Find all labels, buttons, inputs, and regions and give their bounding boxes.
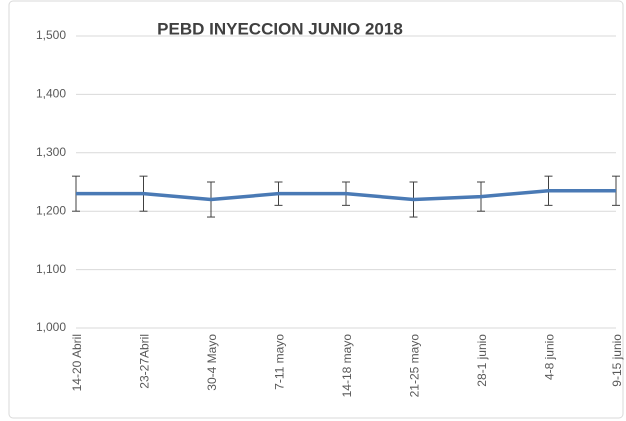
x-tick-label: 30-4 Mayo: [205, 334, 219, 391]
x-tick-label: 28-1 junio: [475, 334, 489, 387]
x-tick-label: 7-11 mayo: [273, 334, 287, 390]
line-series: [76, 189, 616, 202]
y-tick-label: 1,400: [36, 87, 66, 101]
y-tick-label: 1,200: [36, 203, 66, 217]
x-tick-label: 14-20 Abril: [70, 334, 84, 391]
x-tick-label: 23-27Abril: [138, 334, 152, 389]
chart-frame: [8, 0, 624, 419]
chart-title: PEBD INYECCION JUNIO 2018: [157, 19, 403, 38]
x-tick-label: 4-8 junio: [543, 334, 557, 380]
x-tick-label: 21-25 mayo: [408, 334, 422, 398]
x-tick-label: 14-18 mayo: [340, 334, 354, 398]
x-tick-label: 9-15 junio: [610, 334, 624, 387]
y-tick-label: 1,100: [36, 262, 66, 276]
y-tick-label: 1,300: [36, 145, 66, 159]
y-tick-label: 1,500: [36, 28, 66, 42]
y-tick-label: 1,000: [36, 320, 66, 334]
